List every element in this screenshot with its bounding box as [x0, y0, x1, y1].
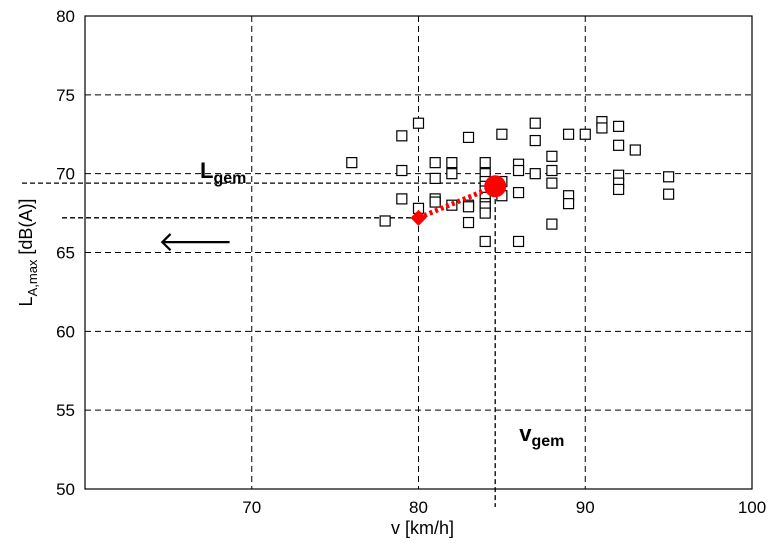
data-point [462, 201, 475, 213]
data-point [446, 157, 458, 169]
data-point [579, 128, 591, 140]
y-tick-label: 70 [56, 165, 75, 184]
data-point [512, 186, 525, 199]
l-gem-label-sub: gem [213, 170, 246, 187]
x-tick-label: 100 [738, 498, 766, 517]
arrow-left-icon: 🡐 [158, 225, 233, 258]
v-gem-label-sub: gem [531, 433, 564, 450]
y-axis-title-main: L [16, 296, 36, 306]
data-point [396, 130, 408, 142]
x-tick-label: 80 [409, 498, 428, 517]
data-points [346, 116, 675, 248]
data-point [562, 198, 575, 210]
data-point [529, 134, 541, 147]
data-point [429, 157, 441, 169]
data-point [512, 235, 525, 248]
data-point [612, 183, 625, 196]
data-point [596, 122, 608, 134]
data-point [479, 207, 491, 219]
y-tick-label: 60 [56, 322, 75, 341]
data-point [612, 120, 625, 132]
plot-frame [84, 15, 753, 490]
data-point [546, 218, 558, 230]
highlight [410, 175, 507, 226]
grid [85, 16, 752, 489]
tick-labels: 50 55 60 65 70 75 80 70 80 90 100 [56, 7, 766, 517]
data-point [546, 164, 558, 177]
y-tick-label: 75 [56, 86, 75, 105]
data-point [629, 144, 641, 156]
highlight-connector [417, 183, 497, 221]
data-point [529, 117, 541, 129]
data-point [496, 128, 508, 140]
data-point [412, 117, 425, 129]
data-point [612, 139, 625, 151]
x-tick-label: 90 [576, 498, 595, 517]
data-point [479, 157, 491, 169]
y-tick-label: 80 [56, 7, 75, 26]
y-tick-label: 65 [56, 244, 75, 263]
data-point [512, 164, 525, 177]
data-point [462, 216, 475, 229]
y-tick-label: 50 [56, 480, 75, 499]
y-axis-title-sub: A,max [25, 259, 40, 296]
data-point [663, 188, 675, 200]
data-point [546, 177, 558, 189]
v-gem-label-main: v [519, 421, 532, 446]
y-tick-label: 55 [56, 401, 75, 420]
data-point [429, 196, 441, 208]
data-point [462, 131, 475, 144]
data-point [663, 171, 675, 183]
data-point [396, 193, 408, 205]
data-point [546, 150, 558, 162]
data-point [396, 164, 408, 177]
mean-marker [484, 175, 507, 198]
data-point [562, 128, 575, 140]
y-axis-title-unit: [dB(A)] [16, 199, 36, 260]
x-axis-title: v [km/h] [391, 518, 454, 538]
l-gem-label: Lgem [200, 158, 246, 187]
data-point [379, 215, 391, 227]
guide-lines [22, 182, 496, 507]
x-tick-label: 70 [242, 498, 261, 517]
data-point [479, 235, 491, 248]
l-gem-label-main: L [200, 158, 213, 183]
data-point [346, 157, 358, 169]
data-point [429, 172, 441, 184]
v-gem-label: vgem [519, 421, 564, 450]
data-point [529, 168, 541, 180]
data-point [446, 168, 458, 180]
y-axis-title: LA,max [dB(A)] [16, 199, 40, 307]
reference-marker [410, 209, 427, 226]
